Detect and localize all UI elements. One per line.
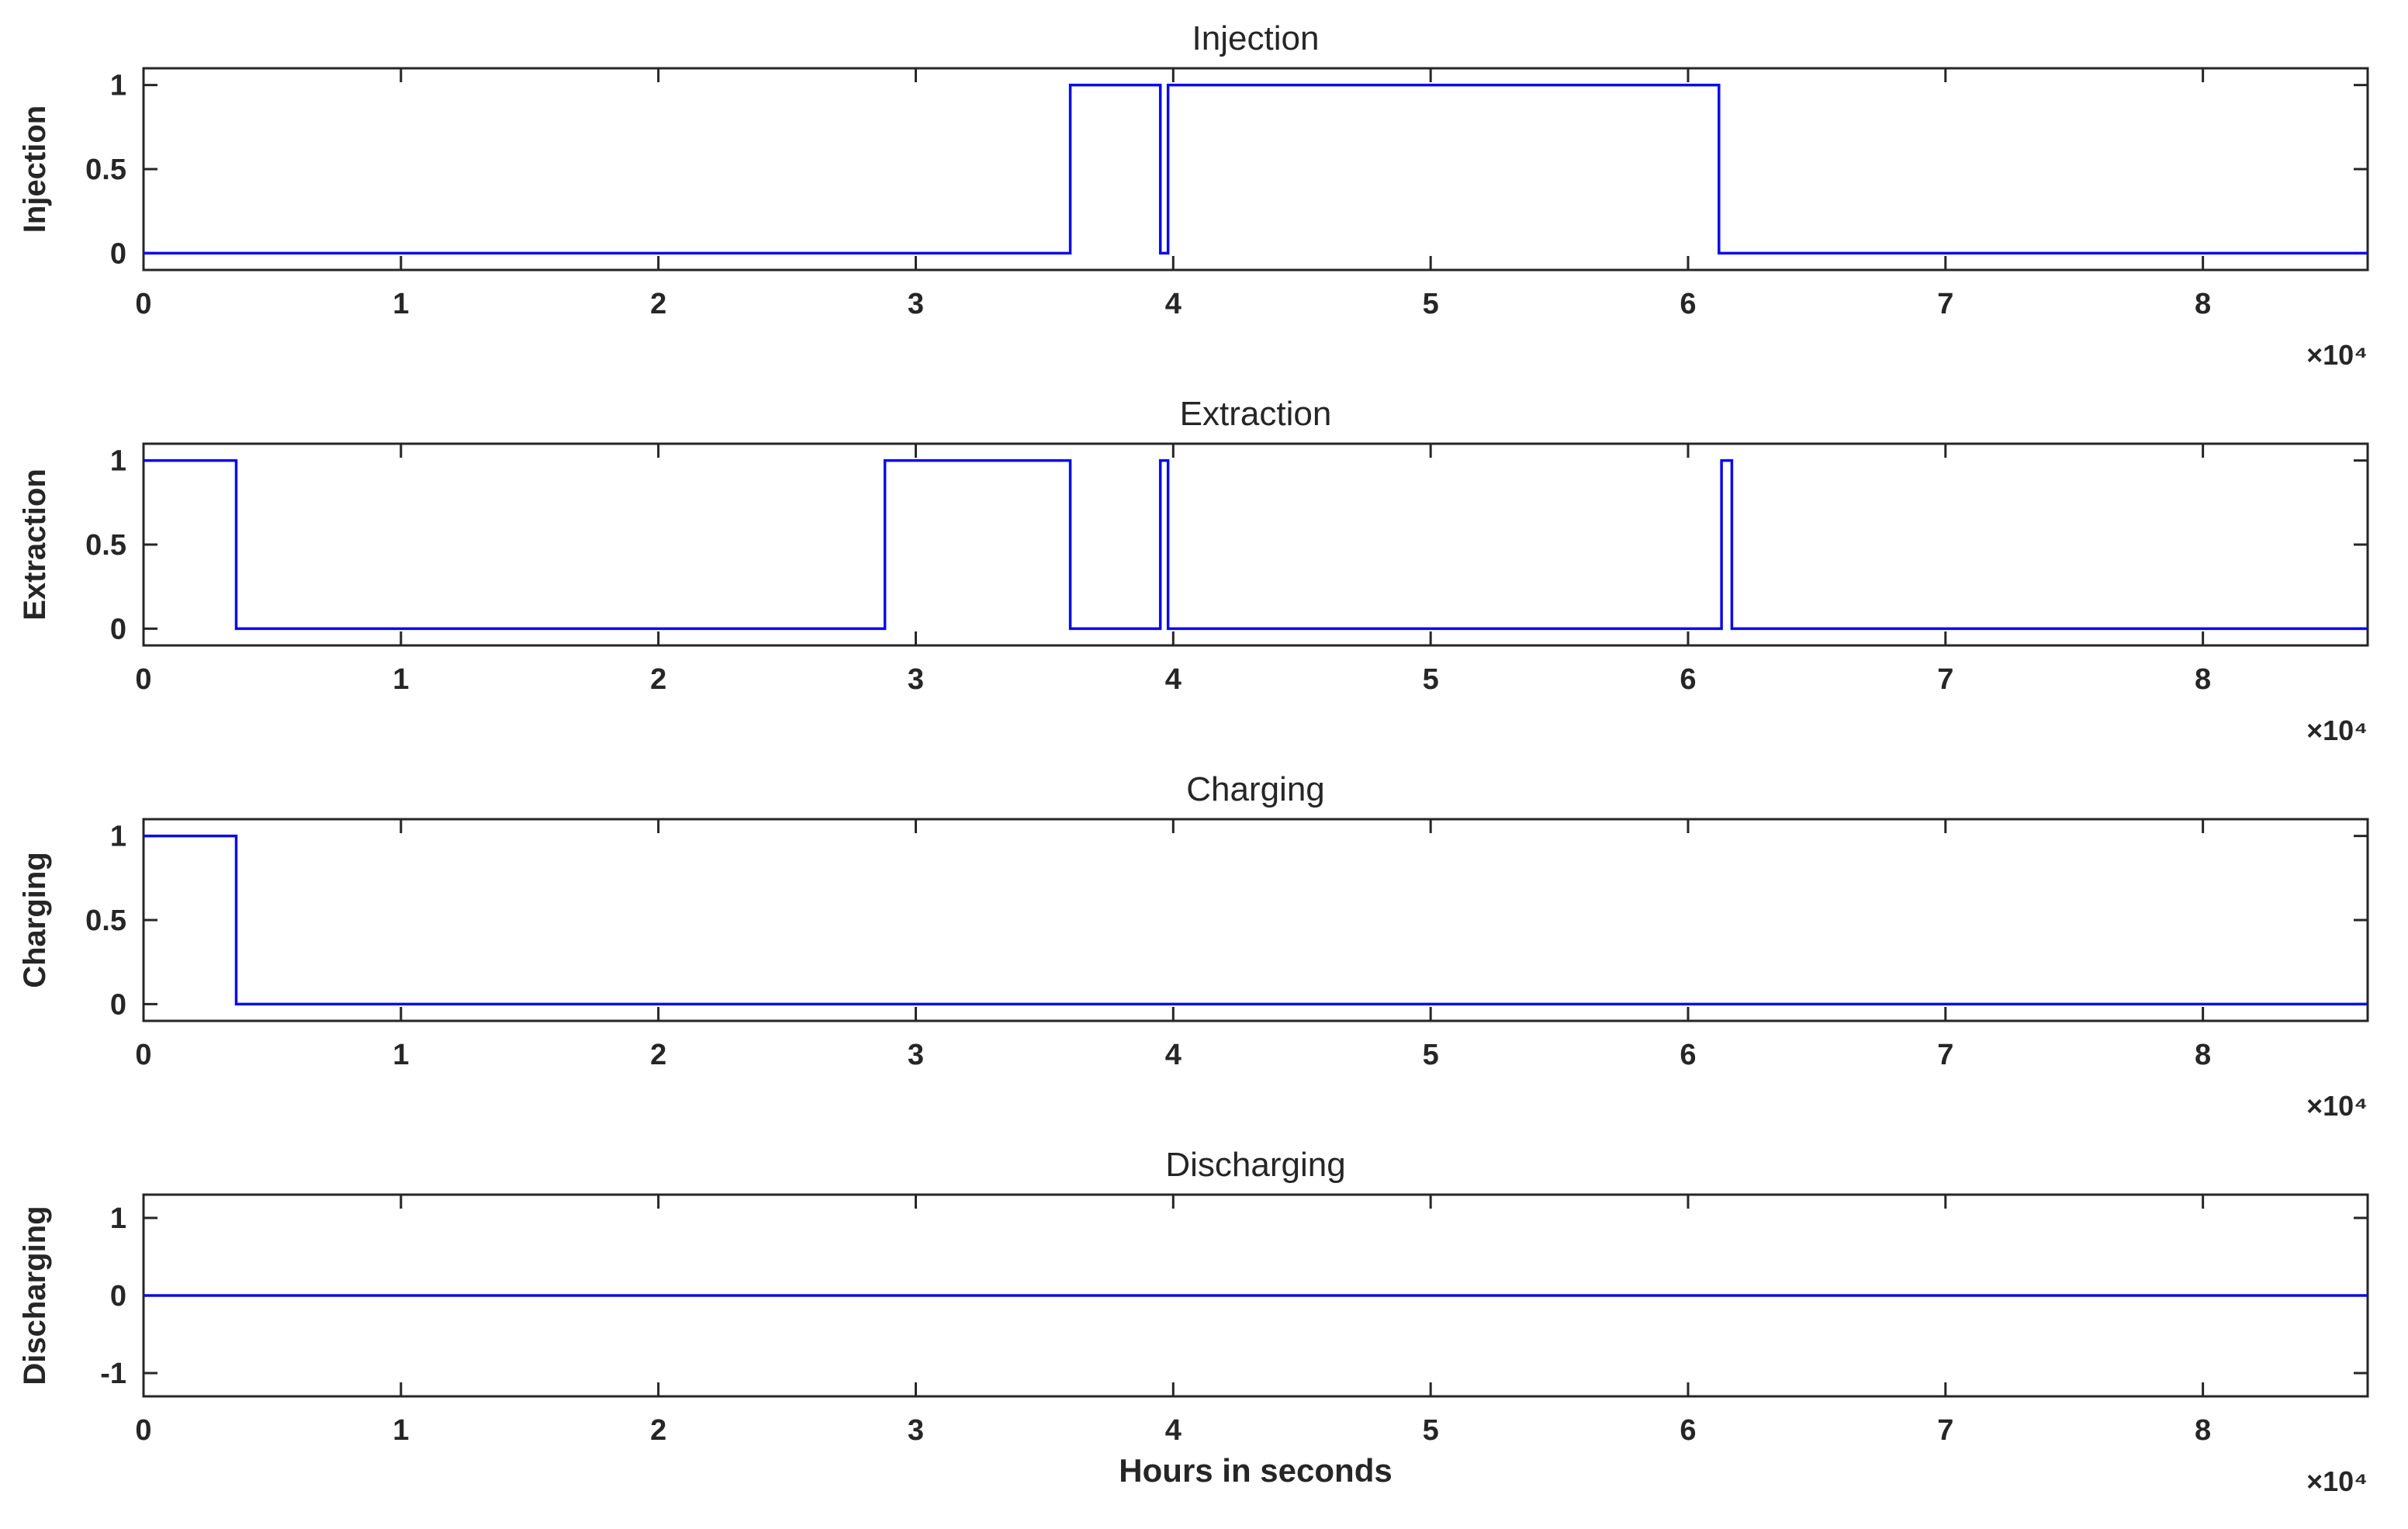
x-tick-label: 5 xyxy=(1423,1039,1439,1071)
figure: Injection 0 1 2 3 4 5 6 7 8 0 0.5 1 ×10⁴ Injection Ex… xyxy=(0,17,2408,1497)
y-axis-label: Injection xyxy=(18,106,52,233)
y-tick-label: 0.5 xyxy=(85,905,126,937)
x-tick-label: 0 xyxy=(135,288,151,320)
y-tick-label: 1 xyxy=(110,70,126,102)
x-tick-label: 2 xyxy=(650,663,666,696)
x-tick-label: 4 xyxy=(1165,1414,1182,1447)
series-line xyxy=(144,83,2368,255)
x-tick-label: 6 xyxy=(1680,1414,1696,1447)
x-tick-label: 8 xyxy=(2195,1414,2211,1447)
y-axis-label: Discharging xyxy=(18,1206,52,1385)
x-tick-label: 7 xyxy=(1937,1039,1953,1071)
subplot-title-charging: Charging xyxy=(1186,770,1325,808)
plot-area-charging: 0 1 2 3 4 5 6 7 8 0 0.5 1 ×10⁴ Charging xyxy=(18,818,2369,1122)
x-tick-label: 8 xyxy=(2195,663,2211,696)
axis-box xyxy=(142,442,2369,647)
x-tick-label: 3 xyxy=(908,663,924,696)
y-tick-label: 0 xyxy=(110,988,126,1021)
x-tick-label: 7 xyxy=(1937,288,1953,320)
x-tick-label: 0 xyxy=(135,1039,151,1071)
x-tick-label: 3 xyxy=(908,288,924,320)
plot-area-extraction: 0 1 2 3 4 5 6 7 8 0 0.5 1 ×10⁴ Extraction xyxy=(18,442,2369,746)
x-exponent-label: ×10⁴ xyxy=(2306,1090,2368,1122)
x-tick-label: 5 xyxy=(1423,1414,1439,1447)
x-tick-label: 7 xyxy=(1937,1414,1953,1447)
x-tick-label: 3 xyxy=(908,1414,924,1447)
x-tick-label: 7 xyxy=(1937,663,1953,696)
subplot-discharging: Discharging 0 1 2 3 4 5 6 7 8 -1 0 1 ×10⁴ Discharging xyxy=(0,1143,2408,1499)
x-tick-label: 1 xyxy=(393,1039,409,1071)
subplot-injection: Injection 0 1 2 3 4 5 6 7 8 0 0.5 1 ×10⁴ Injection xyxy=(0,17,2408,372)
subplot-extraction: Extraction 0 1 2 3 4 5 6 7 8 0 0.5 1 ×10⁴ Extraction xyxy=(0,393,2408,748)
x-tick-label: 6 xyxy=(1680,1039,1696,1071)
x-tick-label: 4 xyxy=(1165,1039,1182,1071)
subplot-title-discharging: Discharging xyxy=(1165,1146,1346,1184)
subplot-title-injection: Injection xyxy=(1192,19,1320,57)
subplot-charging: Charging 0 1 2 3 4 5 6 7 8 0 0.5 1 ×10⁴ Charging xyxy=(0,768,2408,1123)
y-axis-label: Charging xyxy=(18,852,52,988)
x-tick-label: 6 xyxy=(1680,288,1696,320)
x-tick-label: 0 xyxy=(135,663,151,696)
x-tick-label: 8 xyxy=(2195,1039,2211,1071)
x-exponent-label: ×10⁴ xyxy=(2306,1465,2368,1497)
y-tick-label: 0.5 xyxy=(85,154,126,186)
x-tick-label: 5 xyxy=(1423,288,1439,320)
y-tick-label: 1 xyxy=(110,1202,126,1235)
plot-area-injection: 0 1 2 3 4 5 6 7 8 0 0.5 1 ×10⁴ Injection xyxy=(18,67,2369,371)
y-tick-label: 0 xyxy=(110,237,126,270)
x-tick-label: 3 xyxy=(908,1039,924,1071)
x-tick-label: 1 xyxy=(393,1414,409,1447)
y-tick-label: 0 xyxy=(110,613,126,645)
x-tick-label: 2 xyxy=(650,288,666,320)
x-tick-label: 5 xyxy=(1423,663,1439,696)
plot-area-discharging: 0 1 2 3 4 5 6 7 8 -1 0 1 ×10⁴ Discharging xyxy=(18,1193,2369,1497)
x-tick-label: 1 xyxy=(393,663,409,696)
x-tick-label: 2 xyxy=(650,1414,666,1447)
y-axis-label: Extraction xyxy=(18,469,52,621)
x-exponent-label: ×10⁴ xyxy=(2306,714,2368,746)
y-tick-label: 0.5 xyxy=(85,529,126,562)
subplot-title-extraction: Extraction xyxy=(1179,395,1332,433)
axis-box xyxy=(142,67,2369,272)
x-tick-label: 4 xyxy=(1165,288,1182,320)
x-tick-label: 1 xyxy=(393,288,409,320)
x-exponent-label: ×10⁴ xyxy=(2306,339,2368,371)
x-tick-label: 4 xyxy=(1165,663,1182,696)
y-tick-label: 1 xyxy=(110,445,126,478)
x-tick-label: 8 xyxy=(2195,288,2211,320)
x-tick-label: 2 xyxy=(650,1039,666,1071)
series-line xyxy=(144,834,2368,1006)
x-axis-label: Hours in seconds xyxy=(1119,1452,1393,1489)
y-tick-label: 1 xyxy=(110,821,126,853)
series-line xyxy=(144,458,2368,631)
x-tick-label: 0 xyxy=(135,1414,151,1447)
axis-box xyxy=(142,818,2369,1022)
y-tick-label: -1 xyxy=(100,1358,126,1390)
y-tick-label: 0 xyxy=(110,1280,126,1313)
x-tick-label: 6 xyxy=(1680,663,1696,696)
